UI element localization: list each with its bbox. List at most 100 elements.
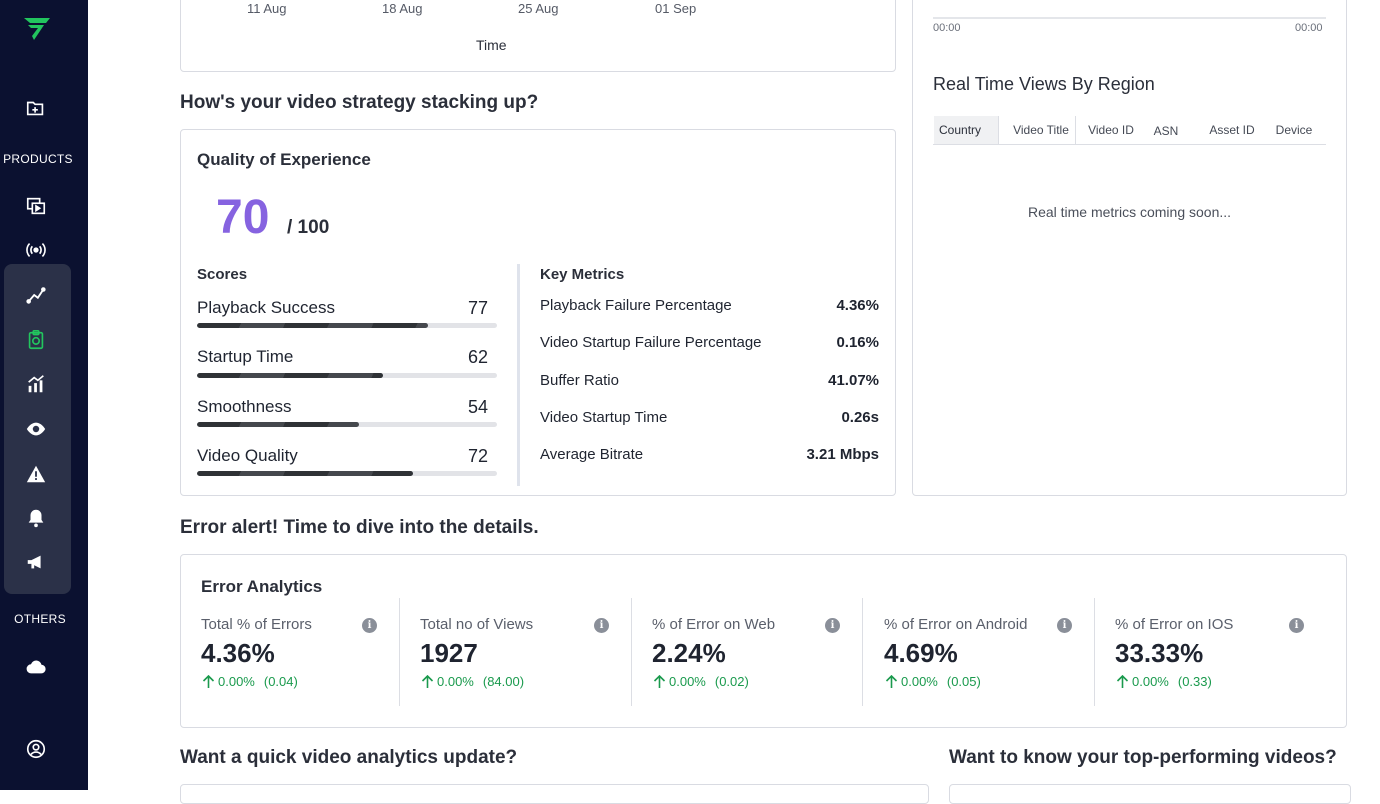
analytics-line-icon[interactable] — [24, 283, 48, 307]
score-bar-fill — [197, 422, 359, 427]
logo-icon[interactable] — [22, 14, 52, 44]
key-metric-row: Video Startup Failure Percentage 0.16% — [540, 334, 879, 351]
score-bar-fill — [197, 471, 413, 476]
error-stat-change: 0.00% (0.33) — [1116, 674, 1212, 689]
metric-label: Average Bitrate — [540, 446, 644, 463]
megaphone-icon[interactable] — [24, 550, 48, 574]
score-bar-fill — [197, 323, 428, 328]
realtime-card — [912, 0, 1347, 496]
metrics-divider — [517, 264, 520, 486]
error-stat-change: 0.00% (0.04) — [202, 674, 298, 689]
error-stat-change: 0.00% (0.02) — [653, 674, 749, 689]
media-library-icon[interactable] — [24, 194, 48, 218]
score-bar — [197, 471, 497, 476]
scores-heading: Scores — [197, 266, 248, 283]
tab-country[interactable]: Country — [934, 116, 998, 144]
error-stat-change: 0.00% (0.05) — [885, 674, 981, 689]
realtime-title: Real Time Views By Region — [933, 74, 1155, 94]
previous-value: (0.04) — [263, 674, 298, 689]
error-stat: % of Error on IOS i 33.33% 0.00% (0.33) — [1115, 598, 1315, 706]
info-icon[interactable]: i — [1057, 618, 1072, 633]
score-label: Playback Success — [197, 298, 335, 317]
error-stat-value: 1927 — [420, 638, 478, 668]
bar-growth-icon[interactable] — [24, 372, 48, 396]
top-videos-heading: Want to know your top-performing videos? — [949, 747, 1337, 768]
eye-icon[interactable] — [24, 417, 48, 441]
score-bar — [197, 422, 497, 427]
x-tick-label: 11 Aug — [247, 1, 287, 16]
user-circle-icon[interactable] — [24, 737, 48, 761]
error-analytics-title: Error Analytics — [201, 577, 323, 596]
score-value: 77 — [467, 298, 488, 318]
tab-video-title[interactable]: Video Title — [1013, 123, 1069, 137]
score-label: Smoothness — [197, 397, 292, 416]
metric-label: Playback Failure Percentage — [540, 297, 732, 314]
error-stat-label: Total % of Errors — [201, 616, 312, 633]
metric-value: 0.26s — [841, 409, 879, 426]
metric-label: Video Startup Time — [540, 409, 668, 426]
error-stat-label: % of Error on Android — [884, 616, 1028, 633]
folder-plus-icon[interactable] — [24, 96, 48, 120]
error-stat-value: 4.69% — [884, 638, 958, 668]
x-tick-label: 18 Aug — [382, 1, 423, 16]
cloud-icon[interactable] — [24, 655, 48, 679]
realtime-empty-message: Real time metrics coming soon... — [1027, 204, 1232, 220]
key-metric-row: Average Bitrate 3.21 Mbps — [540, 446, 879, 463]
error-stat-label: Total no of Views — [420, 616, 534, 633]
x-tick-label: 01 Sep — [655, 1, 697, 16]
previous-value: (0.05) — [946, 674, 981, 689]
error-stat: % of Error on Android i 4.69% 0.00% (0.0… — [884, 598, 1074, 706]
arrow-up-icon — [202, 674, 215, 688]
previous-value: (84.00) — [482, 674, 525, 689]
error-divider — [631, 598, 632, 706]
time-start: 00:00 — [933, 22, 961, 34]
metric-value: 4.36% — [836, 297, 879, 314]
metric-value: 41.07% — [828, 372, 879, 389]
error-analytics-card — [180, 554, 1347, 728]
arrow-up-icon — [1116, 674, 1129, 688]
info-icon[interactable]: i — [825, 618, 840, 633]
error-stat-value: 2.24% — [652, 638, 726, 668]
region-tabs — [933, 116, 1326, 145]
error-stat: Total % of Errors i 4.36% 0.00% (0.04) — [201, 598, 381, 706]
tab-asn[interactable]: ASN — [1153, 124, 1179, 138]
clipboard-report-icon[interactable] — [24, 328, 48, 352]
change-percent: 0.00% — [669, 674, 706, 689]
products-label: PRODUCTS — [3, 152, 73, 166]
top-videos-card — [949, 784, 1351, 804]
change-percent: 0.00% — [437, 674, 474, 689]
metric-label: Buffer Ratio — [540, 372, 619, 389]
info-icon[interactable]: i — [594, 618, 609, 633]
error-stat-label: % of Error on IOS — [1115, 616, 1234, 633]
x-tick-label: 25 Aug — [518, 1, 559, 16]
views-over-time-card — [180, 0, 896, 72]
error-divider — [862, 598, 863, 706]
bell-icon[interactable] — [24, 506, 48, 530]
realtime-timeline — [933, 17, 1326, 19]
error-stat-value: 4.36% — [201, 638, 275, 668]
tab-video-id[interactable]: Video ID — [1088, 123, 1134, 137]
change-percent: 0.00% — [901, 674, 938, 689]
warning-icon[interactable] — [24, 462, 48, 486]
score-label: Video Quality — [197, 446, 298, 465]
key-metric-row: Playback Failure Percentage 4.36% — [540, 297, 879, 314]
score-value: 62 — [467, 347, 488, 367]
info-icon[interactable]: i — [362, 618, 377, 633]
tab-divider — [998, 116, 999, 144]
qoe-title: Quality of Experience — [197, 150, 371, 169]
score-label: Startup Time — [197, 347, 294, 366]
error-stat-label: % of Error on Web — [652, 616, 776, 633]
live-stream-icon[interactable] — [24, 238, 48, 262]
key-metrics-heading: Key Metrics — [540, 266, 625, 283]
previous-value: (0.33) — [1177, 674, 1212, 689]
error-divider — [1094, 598, 1095, 706]
info-icon[interactable]: i — [1289, 618, 1304, 633]
error-heading: Error alert! Time to dive into the detai… — [180, 517, 539, 538]
tab-device[interactable]: Device — [1275, 123, 1313, 137]
score-bar-fill — [197, 373, 383, 378]
tab-asset-id[interactable]: Asset ID — [1209, 123, 1255, 137]
score-bar — [197, 373, 497, 378]
score-value: 72 — [467, 446, 488, 466]
score-bar — [197, 323, 497, 328]
key-metric-row: Buffer Ratio 41.07% — [540, 372, 879, 389]
